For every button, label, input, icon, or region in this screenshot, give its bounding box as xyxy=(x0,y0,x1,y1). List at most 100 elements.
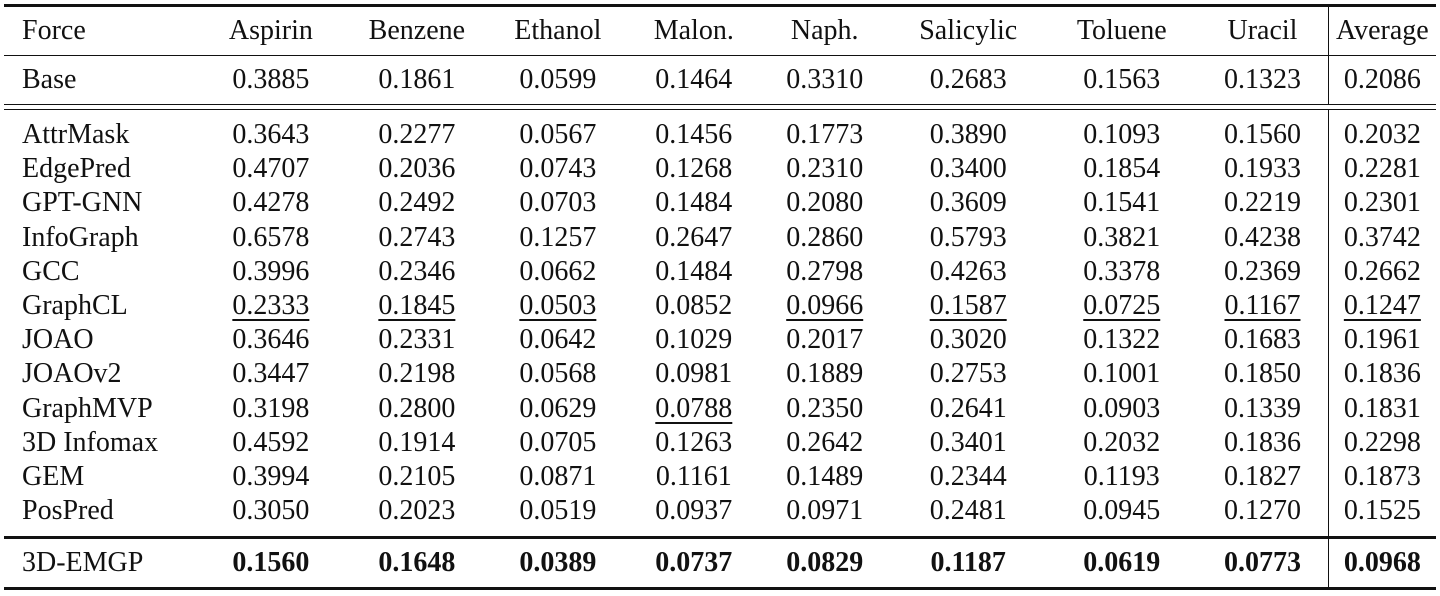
underlined-value: 0.0788 xyxy=(655,392,733,424)
header-malon: Malon. xyxy=(628,4,760,56)
table-cell: 0.1587 xyxy=(890,289,1046,323)
row-label: GPT-GNN xyxy=(22,187,143,219)
table-cell: 0.0567 xyxy=(519,119,597,151)
table-cell: 0.3447 xyxy=(232,358,310,390)
table-cell: 0.1161 xyxy=(655,460,732,492)
row-label: GraphMVP xyxy=(22,392,153,424)
header-average: Average xyxy=(1327,4,1436,56)
table-row: GCC 0.3996 0.2346 0.0662 0.1484 0.2798 0… xyxy=(4,254,1436,289)
table-cell: 0.1263 xyxy=(655,426,733,458)
header-salicylic: Salicylic xyxy=(890,4,1047,56)
underlined-value: 0.0725 xyxy=(1083,290,1161,322)
header-naph: Naph. xyxy=(759,4,891,56)
table-cell: 0.3020 xyxy=(929,324,1007,356)
underlined-value: 0.1247 xyxy=(1343,290,1421,322)
header-uracil: Uracil xyxy=(1197,4,1329,56)
table-cell-average: 0.1961 xyxy=(1327,323,1436,358)
table-cell: 0.2331 xyxy=(378,324,456,356)
table-cell: 0.2683 xyxy=(890,55,1047,105)
table-cell: 0.3378 xyxy=(1083,255,1161,287)
table-cell: 0.1845 xyxy=(346,289,487,323)
table-row: JOAO 0.3646 0.2331 0.0642 0.1029 0.2017 … xyxy=(4,323,1436,358)
table-cell: 0.1484 xyxy=(655,255,733,287)
table-cell: 0.1933 xyxy=(1223,153,1301,185)
table-cell: 0.2036 xyxy=(378,153,456,185)
header-toluene: Toluene xyxy=(1046,4,1198,56)
table-cell: 0.0945 xyxy=(1083,495,1161,527)
header-aspirin: Aspirin xyxy=(195,4,347,56)
table-cell: 0.2641 xyxy=(929,392,1007,424)
table-cell: 0.3401 xyxy=(929,426,1007,458)
table-cell-best: 0.1560 xyxy=(195,536,347,591)
table-cell-best: 0.1648 xyxy=(346,536,488,591)
table-cell-best: 0.0737 xyxy=(628,536,760,591)
table-cell: 0.2344 xyxy=(929,460,1007,492)
table-cell: 0.1167 xyxy=(1197,289,1328,323)
table-cell-average: 0.1831 xyxy=(1327,391,1436,426)
underlined-value: 0.2333 xyxy=(232,290,310,322)
table-cell: 0.1560 xyxy=(1223,119,1301,151)
row-label: InfoGraph xyxy=(22,221,139,253)
table-cell: 0.3400 xyxy=(929,153,1007,185)
table-cell: 0.2333 xyxy=(195,289,346,323)
table-cell: 0.3310 xyxy=(759,55,891,105)
table-cell-average-best: 0.0968 xyxy=(1327,536,1436,591)
table-cell: 0.1850 xyxy=(1223,358,1301,390)
table-cell: 0.2017 xyxy=(786,324,864,356)
table-cell: 0.0642 xyxy=(519,324,597,356)
table-cell: 0.1093 xyxy=(1083,119,1161,151)
table-cell: 0.2032 xyxy=(1083,426,1161,458)
table-cell: 0.0599 xyxy=(487,55,629,105)
header-benzene: Benzene xyxy=(346,4,488,56)
table-cell: 0.0503 xyxy=(487,289,628,323)
table-cell: 0.2369 xyxy=(1223,255,1301,287)
table-cell: 0.2350 xyxy=(786,392,864,424)
table-cell: 0.2753 xyxy=(929,358,1007,390)
table-cell: 0.2105 xyxy=(378,460,456,492)
table-cell: 0.1541 xyxy=(1083,187,1161,219)
header-force: Force xyxy=(4,4,196,56)
table-cell: 0.1456 xyxy=(655,119,733,151)
table-row: AttrMask 0.3643 0.2277 0.0567 0.1456 0.1… xyxy=(4,109,1436,153)
table-cell: 0.1683 xyxy=(1223,324,1301,356)
table-cell: 0.4707 xyxy=(232,153,310,185)
table-cell: 0.4238 xyxy=(1223,221,1301,253)
table-cell: 0.1323 xyxy=(1197,55,1329,105)
table-cell: 0.3821 xyxy=(1083,221,1161,253)
underlined-value: 0.0966 xyxy=(786,290,864,322)
table-cell-average: 0.1873 xyxy=(1327,459,1436,495)
table-cell: 0.0519 xyxy=(519,495,597,527)
table-cell: 0.1563 xyxy=(1046,55,1198,105)
table-row-base: Base 0.3885 0.1861 0.0599 0.1464 0.3310 … xyxy=(4,55,1436,105)
force-results-table: Force Aspirin Benzene Ethanol Malon. Nap… xyxy=(4,4,1436,591)
table-cell-best: 0.0619 xyxy=(1046,536,1198,591)
table-cell-average: 0.2662 xyxy=(1327,254,1436,289)
table-cell: 0.1861 xyxy=(346,55,488,105)
table-cell-best: 0.1187 xyxy=(890,536,1047,591)
table-cell: 0.0852 xyxy=(655,290,733,322)
table-cell: 0.2277 xyxy=(378,119,456,151)
table-cell: 0.1339 xyxy=(1223,392,1301,424)
row-label: Base xyxy=(4,55,196,105)
row-label: 3D-EMGP xyxy=(4,536,196,591)
row-label: GraphCL xyxy=(22,290,128,322)
table-cell: 0.1322 xyxy=(1083,324,1161,356)
table-cell: 0.2647 xyxy=(655,221,733,253)
table-cell-best: 0.0389 xyxy=(487,536,629,591)
table-row: JOAOv2 0.3447 0.2198 0.0568 0.0981 0.188… xyxy=(4,357,1436,392)
table-cell: 0.0725 xyxy=(1046,289,1197,323)
table-cell-average: 0.1525 xyxy=(1327,494,1436,538)
table-cell: 0.2642 xyxy=(786,426,864,458)
row-label: GEM xyxy=(22,460,85,492)
table-cell: 0.2023 xyxy=(378,495,456,527)
table-cell: 0.3885 xyxy=(195,55,347,105)
table-cell: 0.3609 xyxy=(929,187,1007,219)
table-cell: 0.4263 xyxy=(929,255,1007,287)
row-label: JOAOv2 xyxy=(22,358,122,390)
table-cell: 0.2198 xyxy=(378,358,456,390)
table-cell: 0.0705 xyxy=(519,426,597,458)
table-cell: 0.0971 xyxy=(786,495,864,527)
table-cell: 0.1257 xyxy=(519,221,597,253)
table-cell: 0.2080 xyxy=(786,187,864,219)
table-row-3d-emgp: 3D-EMGP 0.1560 0.1648 0.0389 0.0737 0.08… xyxy=(4,536,1436,591)
